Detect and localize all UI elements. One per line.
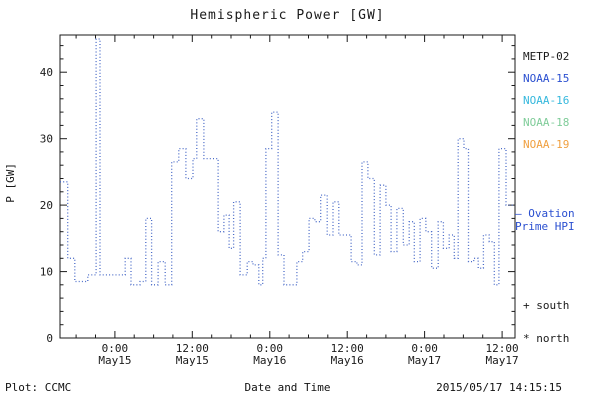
y-tick-label: 10	[40, 266, 53, 279]
hpi-step-line	[60, 38, 515, 286]
timestamp: 2015/05/17 14:15:15	[436, 381, 562, 394]
y-tick-label: 40	[40, 66, 53, 79]
x-tick-label-date: May15	[98, 354, 131, 367]
legend-item-noaa-16: NOAA-16	[523, 94, 570, 107]
x-axis-label: Date and Time	[244, 381, 331, 394]
y-tick-label: 30	[40, 133, 53, 146]
x-tick-label-time: 12:00	[331, 342, 364, 355]
x-tick-label-time: 12:00	[176, 342, 209, 355]
x-tick-label-date: May17	[408, 354, 441, 367]
x-tick-label-date: May17	[486, 354, 519, 367]
x-tick-label-date: May15	[176, 354, 209, 367]
chart-title: Hemispheric Power [GW]	[190, 8, 385, 23]
plot-credit: Plot: CCMC	[5, 381, 72, 394]
legend-ovation-line1: — Ovation	[515, 207, 575, 220]
x-tick-label-date: May16	[331, 354, 364, 367]
legend-north-marker: * north	[523, 332, 570, 345]
legend-satellites: METP-02 NOAA-15 NOAA-16 NOAA-18 NOAA-19	[523, 50, 598, 160]
x-tick-label-time: 12:00	[486, 342, 519, 355]
legend-item-noaa-15: NOAA-15	[523, 72, 570, 85]
legend-item-noaa-19: NOAA-19	[523, 138, 570, 151]
y-tick-label: 0	[46, 332, 53, 345]
x-tick-label-date: May16	[253, 354, 286, 367]
legend-south-marker: + south	[523, 299, 570, 312]
legend-ovation: — Ovation Prime HPI	[515, 207, 575, 233]
legend-item-metp-02: METP-02	[523, 50, 570, 63]
x-tick-label-time: 0:00	[411, 342, 438, 355]
legend-item-noaa-18: NOAA-18	[523, 116, 570, 129]
plot-box	[59, 34, 516, 339]
legend-ovation-line2: Prime HPI	[515, 220, 575, 233]
y-tick-label: 20	[40, 199, 53, 212]
x-tick-label-time: 0:00	[102, 342, 129, 355]
x-tick-label-time: 0:00	[257, 342, 284, 355]
